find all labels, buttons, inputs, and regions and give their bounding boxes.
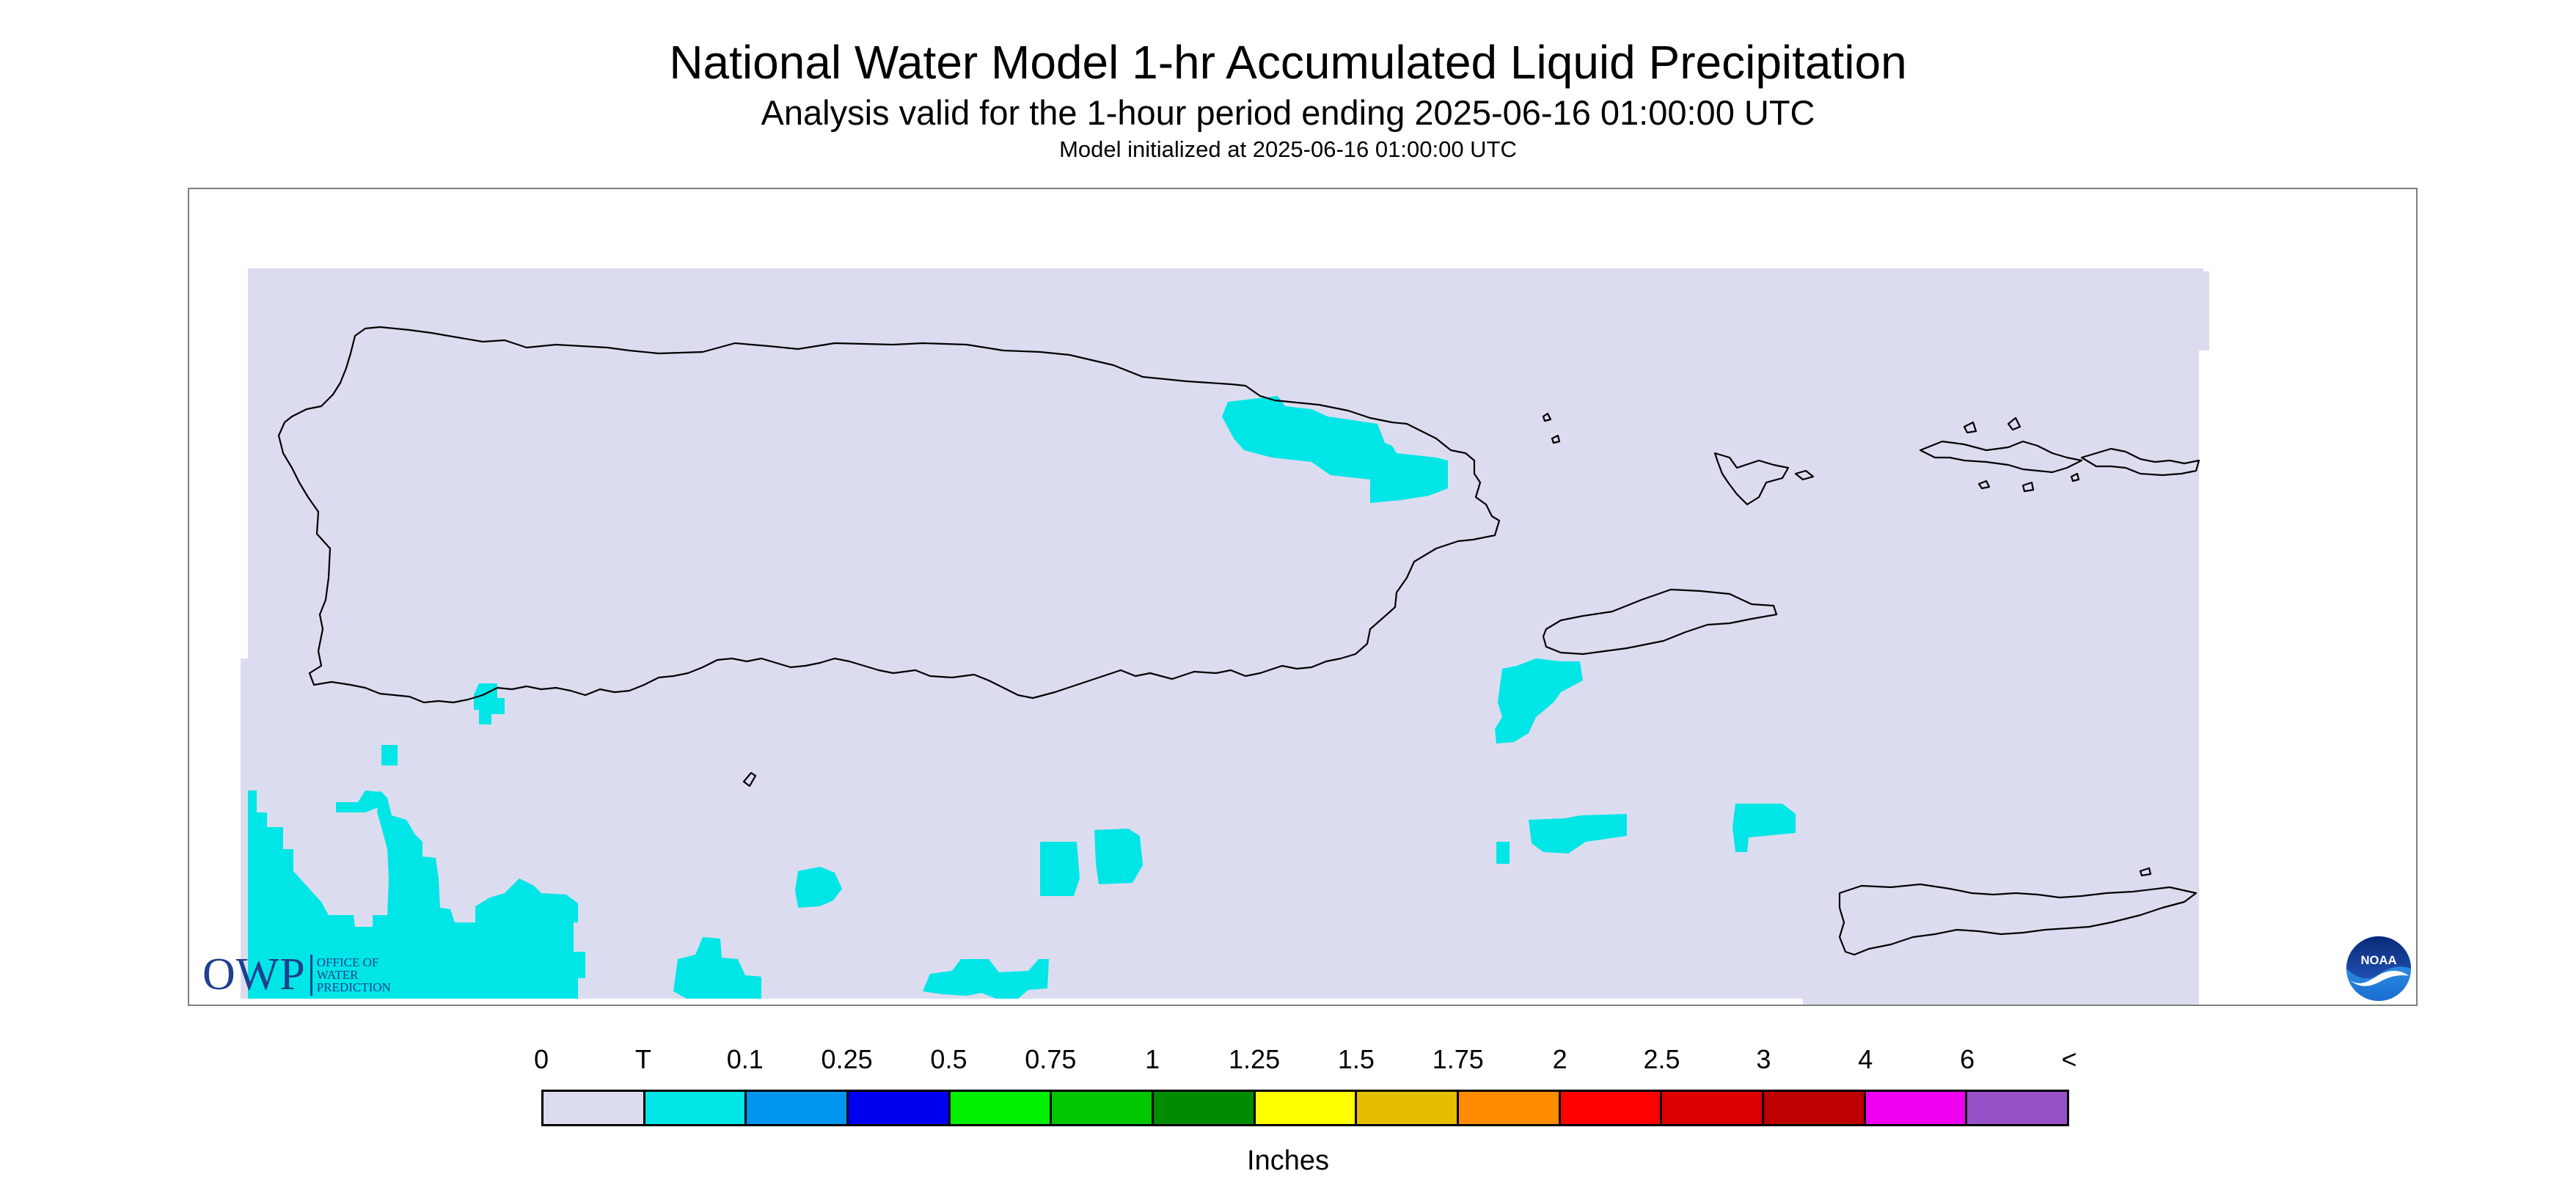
virgin-islet-4 xyxy=(2021,481,2035,493)
legend-swatch xyxy=(645,1092,747,1124)
legend-tick-label: 2.5 xyxy=(1643,1044,1680,1074)
legend-tick-label: 1.25 xyxy=(1229,1044,1281,1074)
puerto-rico-coast xyxy=(277,326,1501,704)
precip-area-south-1 xyxy=(795,867,842,908)
precip-area-south-3 xyxy=(1094,829,1143,884)
domain-gap xyxy=(189,999,1803,1005)
precip-area-west-1 xyxy=(474,683,505,724)
map-subtitle: Analysis valid for the 1-hour period end… xyxy=(761,93,1815,132)
legend-swatch xyxy=(1764,1092,1866,1124)
legend-swatch xyxy=(849,1092,951,1124)
st-croix-islet xyxy=(2139,867,2152,877)
legend-swatch xyxy=(1967,1092,2068,1124)
legend-tick-label: 1.75 xyxy=(1432,1044,1484,1074)
precip-area-southwest xyxy=(248,790,585,999)
precip-area-east-3 xyxy=(1732,804,1796,852)
noaa-logo-text: NOAA xyxy=(2360,953,2396,967)
legend-tick-label: 6 xyxy=(1960,1044,1975,1074)
color-scale-bar xyxy=(541,1090,2069,1126)
st-thomas-coast xyxy=(1919,440,2083,474)
legend-swatch xyxy=(950,1092,1053,1124)
map-canvas xyxy=(189,268,2209,1005)
legend-tick-label: < xyxy=(2061,1044,2077,1074)
map-title: National Water Model 1-hr Accumulated Li… xyxy=(669,36,1907,89)
legend-tick-label: 3 xyxy=(1756,1044,1771,1074)
legend-tick-label: 2 xyxy=(1552,1044,1567,1074)
precip-area-east-1 xyxy=(1529,814,1627,854)
virgin-islet-5 xyxy=(2070,472,2080,482)
legend-units: Inches xyxy=(1247,1145,1329,1176)
islet-1 xyxy=(1542,412,1552,422)
virgin-islet-1 xyxy=(1963,421,1977,434)
precip-area-south-4 xyxy=(673,937,761,999)
precip-area-west-2 xyxy=(381,745,398,766)
model-init-label: Model initialized at 2025-06-16 01:00:00… xyxy=(1059,136,1517,162)
coastlines xyxy=(277,326,2200,956)
legend-tick-label: T xyxy=(634,1044,651,1074)
legend-swatch xyxy=(1255,1092,1358,1124)
precip-area-northeast xyxy=(1222,396,1448,503)
vieques-coast xyxy=(1542,588,1778,656)
culebra-coast xyxy=(1713,452,1790,506)
precip-trace-areas xyxy=(248,396,1796,999)
precipitation-map: OWP OFFICE OF WATER PREDICTION NOAA xyxy=(188,188,2418,1006)
legend-tick-label: 1.5 xyxy=(1337,1044,1375,1074)
owp-logo: OWP OFFICE OF WATER PREDICTION xyxy=(202,949,391,1001)
legend-swatch xyxy=(1560,1092,1663,1124)
owp-logo-divider xyxy=(310,954,312,996)
legend-swatch xyxy=(1052,1092,1155,1124)
legend-swatch xyxy=(1662,1092,1765,1124)
legend-tick-label: 1 xyxy=(1145,1044,1160,1074)
model-domain xyxy=(241,268,2209,1005)
st-john-coast xyxy=(2080,447,2200,477)
legend-swatch xyxy=(747,1092,849,1124)
precip-area-south-5 xyxy=(923,959,1049,999)
culebra-islet xyxy=(1794,469,1815,481)
legend-swatch xyxy=(1865,1092,1968,1124)
legend-swatch xyxy=(1459,1092,1561,1124)
legend-tick-label: 0.1 xyxy=(726,1044,764,1074)
owp-logo-text: OWP xyxy=(202,950,306,999)
legend-tick-label: 0.5 xyxy=(930,1044,967,1074)
legend-tick-label: 0.25 xyxy=(821,1044,873,1074)
precip-area-vieques-south xyxy=(1495,658,1583,744)
precip-area-southwest-2 xyxy=(336,790,384,812)
noaa-logo: NOAA xyxy=(2343,933,2414,1004)
precip-area-east-2 xyxy=(1496,842,1510,864)
islet-3 xyxy=(742,771,757,788)
virgin-islet-3 xyxy=(1977,480,1991,490)
islet-2 xyxy=(1551,434,1561,444)
legend-tick-label: 4 xyxy=(1858,1044,1873,1074)
legend-swatch xyxy=(1357,1092,1460,1124)
owp-logo-subtitle: OFFICE OF WATER PREDICTION xyxy=(316,955,391,994)
precip-area-south-2 xyxy=(1040,842,1080,896)
legend-swatch xyxy=(1154,1092,1256,1124)
legend-tick-label: 0.75 xyxy=(1025,1044,1077,1074)
legend-tick-label: 0 xyxy=(533,1044,549,1074)
virgin-islet-2 xyxy=(2007,416,2021,431)
legend-swatch xyxy=(544,1092,645,1124)
st-croix-coast xyxy=(1838,883,2198,956)
